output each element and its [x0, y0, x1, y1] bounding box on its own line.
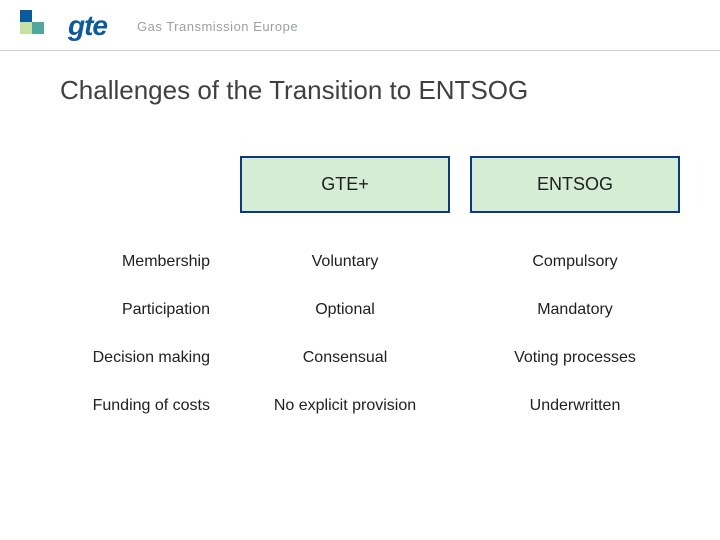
logo-block: gte Gas Transmission Europe	[20, 10, 298, 42]
slide-title: Challenges of the Transition to ENTSOG	[0, 51, 720, 106]
cell: Mandatory	[470, 301, 680, 319]
slide-header: gte Gas Transmission Europe	[0, 0, 720, 51]
row-label: Funding of costs	[40, 397, 220, 415]
logo-subtitle: Gas Transmission Europe	[137, 19, 298, 34]
column-headers-row: GTE+ ENTSOG	[40, 156, 680, 213]
cell: Voluntary	[240, 253, 450, 271]
cell: No explicit provision	[240, 397, 450, 415]
column-header-gte: GTE+	[240, 156, 450, 213]
comparison-table: GTE+ ENTSOG Membership Voluntary Compuls…	[0, 106, 720, 415]
header-spacer	[40, 156, 220, 213]
row-label: Decision making	[40, 349, 220, 367]
cell: Voting processes	[470, 349, 680, 367]
row-label: Membership	[40, 253, 220, 271]
logo-text: gte	[68, 10, 107, 42]
column-header-entsog: ENTSOG	[470, 156, 680, 213]
cell: Compulsory	[470, 253, 680, 271]
table-row: Funding of costs No explicit provision U…	[40, 397, 680, 415]
cell: Consensual	[240, 349, 450, 367]
table-row: Participation Optional Mandatory	[40, 301, 680, 319]
cell: Underwritten	[470, 397, 680, 415]
table-row: Membership Voluntary Compulsory	[40, 253, 680, 271]
row-label: Participation	[40, 301, 220, 319]
table-row: Decision making Consensual Voting proces…	[40, 349, 680, 367]
logo-squares-icon	[20, 10, 56, 42]
cell: Optional	[240, 301, 450, 319]
